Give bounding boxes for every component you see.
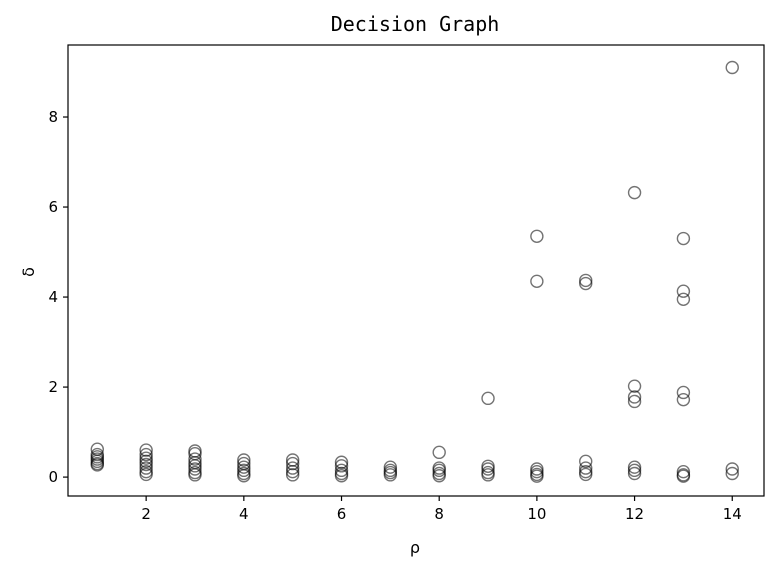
x-tick-label: 6 — [337, 505, 347, 523]
scatter-point — [383, 468, 398, 482]
scatter-point — [285, 464, 300, 479]
scatter-point — [188, 452, 202, 466]
scatter-point — [530, 469, 544, 483]
chart-title: Decision Graph — [331, 12, 500, 36]
x-tick-label: 8 — [434, 505, 444, 523]
x-axis: 2 4 6 8 10 12 14 — [141, 496, 742, 523]
y-tick-label: 0 — [48, 468, 58, 486]
scatter-point — [334, 459, 349, 473]
scatter-point — [285, 461, 300, 475]
scatter-points — [90, 60, 739, 483]
scatter-point — [237, 453, 251, 467]
scatter-point — [139, 467, 153, 482]
scatter-point — [432, 463, 446, 478]
scatter-point — [285, 468, 300, 482]
scatter-point — [481, 462, 495, 476]
scatter-point — [579, 454, 593, 469]
scatter-point — [627, 379, 642, 393]
scatter-point — [334, 463, 349, 478]
y-tick-label: 4 — [48, 288, 58, 306]
scatter-point — [627, 463, 642, 478]
scatter-point — [188, 462, 202, 476]
scatter-point — [139, 454, 153, 469]
scatter-point — [285, 456, 300, 471]
x-axis-label: ρ — [410, 538, 420, 557]
scatter-point — [725, 466, 739, 481]
scatter-point — [627, 466, 642, 481]
scatter-point — [139, 443, 153, 457]
scatter-point — [676, 231, 691, 246]
scatter-point — [676, 469, 691, 483]
scatter-point — [579, 276, 593, 291]
y-tick-label: 6 — [48, 198, 58, 216]
scatter-point — [627, 460, 642, 474]
scatter-point — [188, 468, 202, 482]
scatter-point — [627, 390, 642, 404]
x-tick-label: 4 — [239, 505, 249, 523]
scatter-point — [676, 392, 691, 407]
x-tick-label: 12 — [625, 505, 644, 523]
scatter-point — [334, 469, 349, 483]
scatter-point — [579, 461, 593, 475]
scatter-point — [139, 447, 153, 462]
y-tick-label: 2 — [48, 378, 58, 396]
scatter-point — [90, 458, 105, 472]
x-tick-label: 10 — [527, 505, 546, 523]
y-axis-label: δ — [19, 267, 38, 277]
scatter-point — [725, 60, 739, 75]
scatter-point — [188, 459, 202, 473]
scatter-point — [530, 274, 544, 289]
plot-frame — [67, 44, 765, 497]
scatter-point — [237, 460, 251, 474]
scatter-point — [237, 463, 251, 478]
scatter-point — [676, 292, 691, 307]
scatter-point — [237, 469, 251, 483]
scatter-point — [334, 455, 349, 469]
scatter-point — [432, 469, 446, 483]
scatter-point — [383, 460, 398, 474]
y-tick-label: 8 — [48, 108, 58, 126]
scatter-point — [530, 229, 544, 243]
scatter-point — [579, 467, 593, 482]
scatter-point — [676, 284, 691, 298]
scatter-point — [432, 445, 446, 460]
scatter-point — [725, 462, 739, 476]
scatter-point — [676, 385, 691, 400]
x-tick-label: 2 — [141, 505, 151, 523]
scatter-point — [627, 185, 642, 200]
x-tick-label: 14 — [723, 505, 742, 523]
scatter-point — [139, 457, 153, 472]
scatter-point — [627, 394, 642, 409]
scatter-point — [481, 468, 495, 482]
scatter-point — [579, 273, 593, 288]
y-axis: 0 2 4 6 8 — [48, 108, 68, 486]
scatter-point — [676, 464, 691, 479]
scatter-point — [139, 451, 153, 465]
scatter-point — [481, 391, 495, 406]
scatter-point — [139, 461, 153, 475]
